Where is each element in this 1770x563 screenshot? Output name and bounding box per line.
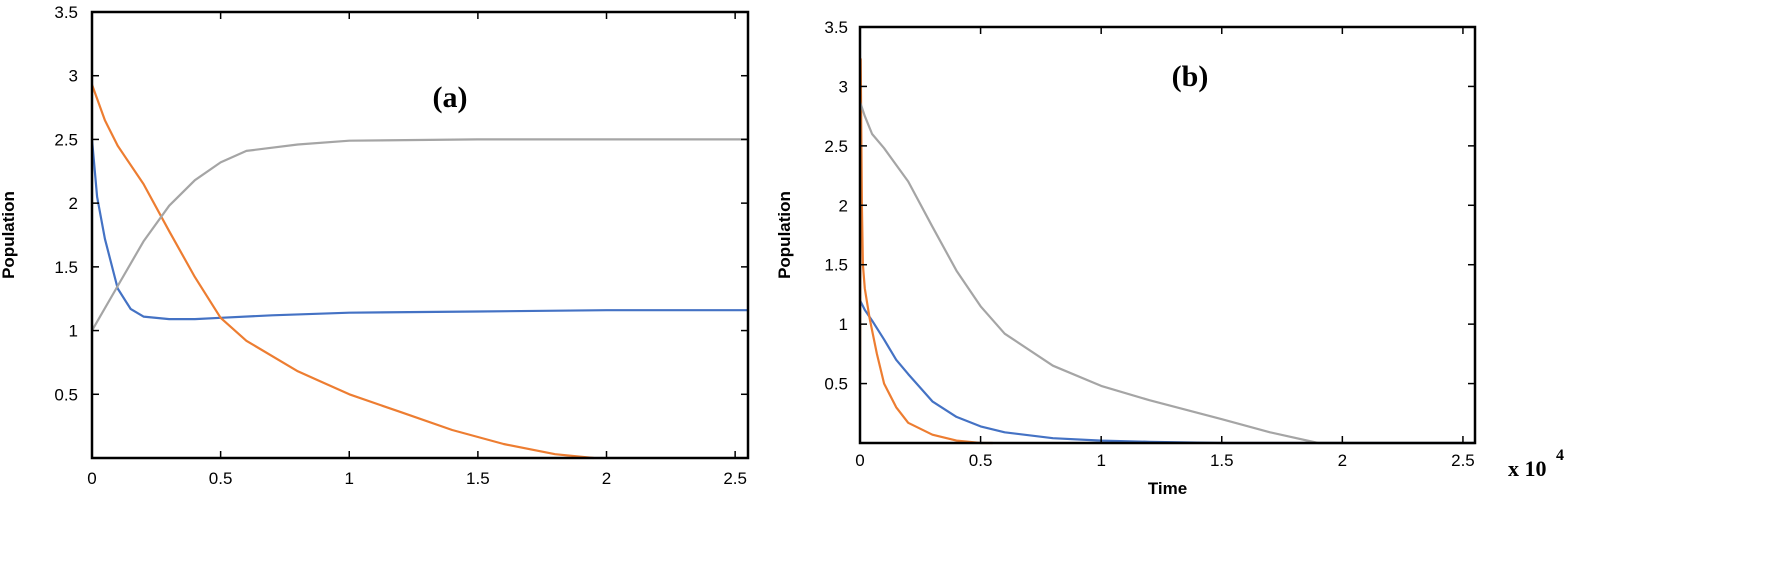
- chart-panel-a: 0 0.5 1 1.5 2 2.5 0.5 1 1.5 2 2.5 3 3.5 Population (a): [0, 3, 750, 488]
- plot-frame: [90, 10, 750, 460]
- y-tick-label: 1.5: [824, 256, 848, 275]
- series-line-1: [859, 299, 1475, 445]
- x-tick-label: 2.5: [1451, 451, 1475, 470]
- y-tick-label: 1.5: [54, 258, 78, 277]
- x-tick-label: 1.5: [466, 469, 490, 488]
- y-tick-label: 3.5: [54, 3, 78, 22]
- y-tick-label: 3: [839, 77, 848, 96]
- x-tick-label: 1: [1096, 451, 1105, 470]
- y-tick-label: 1: [839, 315, 848, 334]
- y-tick-label: 3: [69, 67, 78, 86]
- y-tick-label: 3.5: [824, 18, 848, 37]
- y-tick-label: 0.5: [54, 385, 78, 404]
- x-tick-label: 0: [87, 469, 96, 488]
- x-tick-label: 2: [1338, 451, 1347, 470]
- panel-label: (a): [433, 81, 468, 114]
- y-tick-label: 2.5: [54, 130, 78, 149]
- x-tick-label: 2.5: [723, 469, 747, 488]
- series-line-2: [858, 58, 993, 445]
- series-line-3: [858, 101, 1475, 445]
- y-tick-label: 2.5: [824, 137, 848, 156]
- chart-panel-b: 0 0.5 1 1.5 2 2.5 0.5 1 1.5 2 2.5 3 3.5 Population Tim…: [775, 18, 1564, 498]
- x-tick-label: 0.5: [209, 469, 233, 488]
- x-tick-label: 0.5: [969, 451, 993, 470]
- x-tick-label: 0: [855, 451, 864, 470]
- y-tick-label: 2: [69, 194, 78, 213]
- x-tick-label: 1: [345, 469, 354, 488]
- x-axis-title: Time: [1148, 479, 1187, 498]
- y-tick-label: 1: [69, 322, 78, 341]
- y-tick-label: 2: [839, 196, 848, 215]
- y-axis-title: Population: [0, 191, 18, 279]
- series-line-3: [91, 138, 748, 332]
- y-axis-title: Population: [775, 191, 794, 279]
- x-tick-label: 2: [602, 469, 611, 488]
- x-multiplier-label: x 10: [1508, 456, 1547, 481]
- x-tick-label: 1.5: [1210, 451, 1234, 470]
- plot-frame: [858, 25, 1477, 445]
- panel-label: (b): [1172, 60, 1209, 93]
- x-multiplier-exponent: 4: [1556, 447, 1564, 464]
- series-line-1: [90, 139, 748, 321]
- y-tick-label: 0.5: [824, 375, 848, 394]
- series-line-2: [90, 84, 594, 460]
